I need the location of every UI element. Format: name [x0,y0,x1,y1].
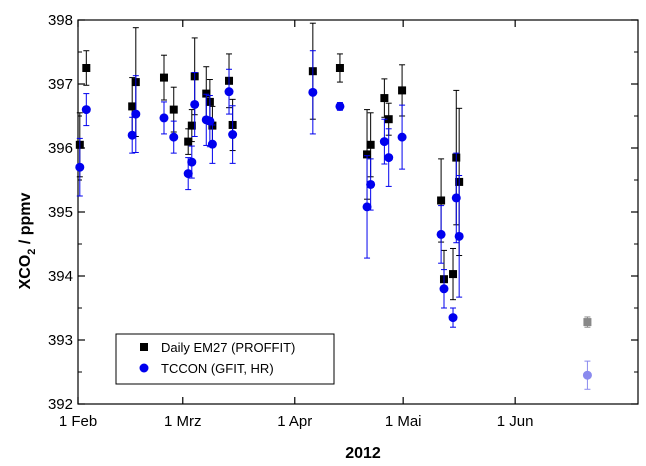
tccon-point [454,175,464,298]
circle-marker [436,229,446,239]
circle-marker [308,87,318,97]
square-marker [583,318,592,327]
circle-marker [582,370,592,380]
y-tick-label: 392 [48,396,73,413]
legend-box [115,333,335,385]
tccon-point [205,95,215,148]
circle-marker [451,193,461,203]
y-axis-ticks: 392 393 394 395 396 397 398 [48,12,638,413]
tccon-point [308,50,318,135]
y-tick-label: 394 [48,268,73,285]
tccon-point [384,128,394,187]
circle-marker [362,202,372,212]
tccon-point [436,205,446,264]
circle-marker [454,231,464,241]
square-marker [184,137,193,146]
circle-marker [131,109,141,119]
circle-marker [183,169,193,179]
circle-marker [335,101,345,111]
tccon-point [187,145,197,179]
square-marker [335,64,344,72]
circle-marker [81,105,91,115]
square-marker [187,121,196,130]
y-tick-label: 397 [48,76,73,93]
y-axis-title-suffix: / ppmv [17,193,34,249]
tccon-point [397,104,407,170]
legend-label-em27: Daily EM27 (PROFFIT) [161,340,295,355]
em27-point [449,247,458,301]
tccon-point [131,75,141,153]
tccon-point [335,101,345,111]
circle-marker [205,116,215,126]
em27-point [335,53,344,83]
y-tick-label: 395 [48,204,73,221]
circle-marker [190,99,200,109]
legend-marker-em27 [140,343,148,351]
square-marker [384,115,393,124]
circle-marker [366,179,376,189]
circle-marker [384,153,394,163]
reference-point [583,316,592,328]
circle-marker [224,87,234,97]
square-marker [437,196,446,205]
circle-marker [439,284,449,294]
y-tick-label: 393 [48,332,73,349]
circle-marker [397,132,407,142]
circle-marker [169,132,179,142]
em27-point [159,54,168,101]
square-marker [128,102,137,111]
square-marker [449,270,458,279]
em27-point [82,50,91,86]
square-marker [366,140,375,149]
square-marker [159,73,168,82]
square-marker [82,64,91,72]
circle-marker [228,130,238,140]
circle-marker [379,137,389,147]
tccon-point [224,68,234,115]
circle-marker [127,130,137,140]
y-axis-title-subscript: 2 [26,249,38,255]
square-marker [169,105,178,114]
tccon-point [169,120,179,154]
tccon-point [75,137,85,197]
legend-label-tccon: TCCON (GFIT, HR) [161,361,274,376]
y-axis-title-main: XCO [17,255,34,290]
y-axis-title: XCO2 / ppmv [17,193,38,290]
square-marker [398,86,407,95]
x-tick-label: 1 Feb [59,413,97,430]
square-marker [363,150,372,159]
tccon-point [366,158,376,211]
reference-point [582,360,592,390]
legend: Daily EM27 (PROFFIT) TCCON (GFIT, HR) [115,333,335,385]
circle-marker [75,162,85,172]
tccon-point [81,93,91,127]
tccon-point [228,105,238,164]
tccon-point [362,155,372,259]
x-axis-title: 2012 [345,445,381,462]
y-tick-label: 398 [48,12,73,29]
x-tick-label: 1 Mai [385,413,422,430]
circle-marker [207,139,217,149]
circle-marker [448,313,458,323]
circle-marker [159,113,169,123]
circle-marker [187,157,197,167]
tccon-point [448,307,458,328]
x-tick-label: 1 Jun [497,413,534,430]
data-points [75,22,592,390]
square-marker [202,89,211,98]
y-tick-label: 396 [48,140,73,157]
tccon-point [159,101,169,135]
tccon-point [207,124,217,164]
tccon-point [190,71,200,137]
x-axis-ticks: 1 Feb 1 Mrz 1 Apr 1 Mai 1 Jun [59,20,534,430]
legend-marker-tccon [139,363,149,373]
x-tick-label: 1 Mrz [164,413,202,430]
tccon-point [439,269,449,309]
square-marker [380,94,389,103]
tccon-point [127,116,137,154]
em27-point [380,78,389,118]
x-tick-label: 1 Apr [277,413,312,430]
tccon-point [451,152,461,244]
